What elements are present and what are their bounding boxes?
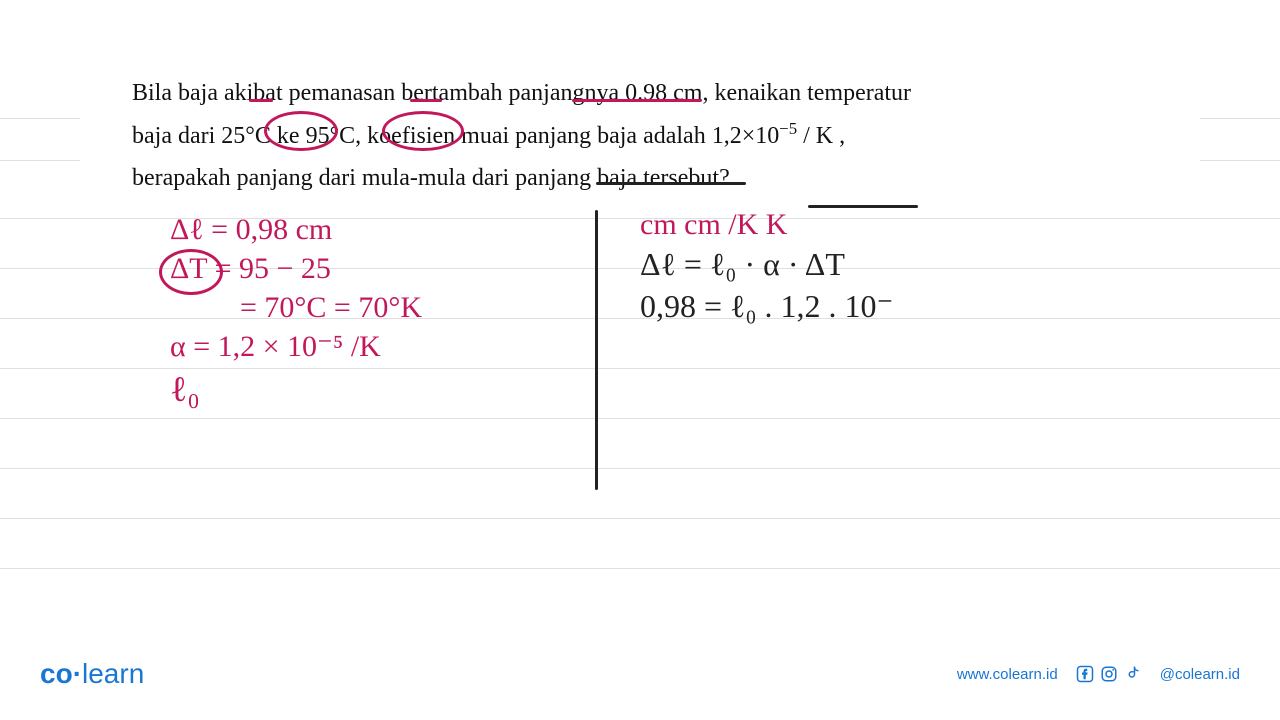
underline-annotation [249,99,273,102]
hw-formula: Δℓ = ℓ₀ · α · ΔT [640,244,893,286]
brand-logo: co·learn [40,658,144,690]
overbar-annotation [596,182,746,185]
tiktok-icon [1124,665,1142,683]
circle-annotation [382,111,464,151]
problem-text: berapakah panjang dari mula-mula dari pa… [132,157,1190,199]
logo-dot: · [73,658,82,689]
problem-text-underlined: panjangnya [509,80,620,106]
circle-annotation [159,249,223,295]
problem-text: 0.98 cm, kenaikan temperatur [619,80,911,106]
footer-handle: @colearn.id [1160,666,1240,683]
facebook-icon [1076,665,1094,683]
instagram-icon [1100,665,1118,683]
vertical-divider [595,210,598,490]
footer-right: www.colearn.id @colearn.id [957,665,1240,683]
overbar-annotation [808,205,918,208]
problem-text: Bila baja akibat pemanasan bertambah [132,80,509,106]
hw-units: cm cm /K K [640,205,893,244]
handwritten-solution: cm cm /K K Δℓ = ℓ₀ · α · ΔT 0,98 = ℓ₀ . … [640,205,893,327]
footer: co·learn www.colearn.id @colearn.id [0,656,1280,692]
hw-substitution: 0,98 = ℓ₀ . 1,2 . 10⁻ [640,286,893,328]
footer-url: www.colearn.id [957,666,1058,683]
hw-l0: ℓ₀ [170,366,422,413]
social-icons [1076,665,1142,683]
logo-part: learn [82,658,144,689]
hw-delta-t-result: = 70°C = 70°K [240,288,422,327]
hw-delta-l: Δℓ = 0,98 cm [170,210,422,249]
problem-text: / K , [797,123,845,149]
logo-part: co [40,658,73,689]
underline-annotation [410,99,442,102]
circle-annotation [264,111,338,151]
underline-annotation [572,99,702,102]
problem-text: baja dari [132,123,221,149]
exponent: −5 [779,119,797,138]
hw-alpha: α = 1,2 × 10⁻⁵ /K [170,327,422,366]
handwritten-given: Δℓ = 0,98 cm ΔT = 95 − 25 = 70°C = 70°K … [170,210,422,413]
